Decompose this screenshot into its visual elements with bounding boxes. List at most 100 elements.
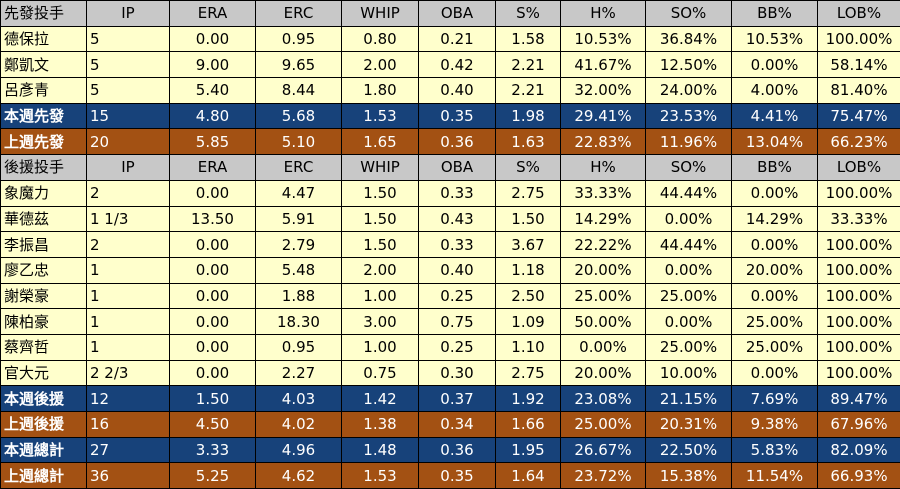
column-header: ERC	[256, 155, 341, 180]
row-label: 上週後援	[1, 412, 86, 437]
stat-cell: 1 1/3	[87, 206, 169, 232]
stat-cell: 9.38%	[732, 412, 817, 437]
row-label: 陳柏豪	[1, 309, 86, 334]
last-week-total-row: 上週後援 16 4.50 4.02 1.38 0.34 1.66 25.00% 20.31% 9.…	[1, 412, 900, 437]
this-week-total-row: 本週總計 27 3.33 4.96 1.48 0.36 1.95 26.67% 22.50% 5.…	[1, 437, 900, 463]
stat-cell: 0.00	[170, 360, 255, 386]
stat-cell: 0.00	[170, 309, 255, 334]
stat-cell: 16	[87, 412, 169, 437]
stat-cell: 5.85	[170, 129, 255, 155]
column-header: OBA	[419, 1, 495, 26]
last-week-total-row: 上週先發 20 5.85 5.10 1.65 0.36 1.63 22.83% 11.96% 13…	[1, 129, 900, 155]
stat-cell: 0.33	[419, 180, 495, 206]
row-label: 呂彥青	[1, 78, 86, 103]
stat-cell: 4.41%	[732, 103, 817, 129]
stat-cell: 4.80	[170, 103, 255, 129]
stat-cell: 66.23%	[818, 129, 900, 155]
stat-cell: 0.80	[342, 26, 418, 52]
column-header: H%	[561, 155, 645, 180]
column-header: BB%	[732, 1, 817, 26]
stat-cell: 0.00	[170, 26, 255, 52]
stat-cell: 3.00	[342, 309, 418, 334]
column-header: S%	[496, 1, 560, 26]
stat-cell: 7.69%	[732, 386, 817, 411]
stat-cell: 12	[87, 386, 169, 411]
stat-cell: 2.50	[496, 283, 560, 309]
stat-cell: 1.50	[342, 206, 418, 232]
stat-cell: 29.41%	[561, 103, 645, 129]
stat-cell: 33.33%	[561, 180, 645, 206]
stat-cell: 1.50	[496, 206, 560, 232]
stat-cell: 1.38	[342, 412, 418, 437]
stat-cell: 20.00%	[732, 257, 817, 283]
stat-cell: 13.04%	[732, 129, 817, 155]
last-week-total-row: 上週總計 36 5.25 4.62 1.53 0.35 1.64 23.72% 15.38% 11…	[1, 463, 900, 489]
row-label: 本週後援	[1, 386, 86, 411]
player-row: 陳柏豪 1 0.00 18.30 3.00 0.75 1.09 50.00% 0.00% 25.0…	[1, 309, 900, 334]
stat-cell: 2.21	[496, 52, 560, 78]
stat-cell: 66.93%	[818, 463, 900, 489]
stat-cell: 1.58	[496, 26, 560, 52]
stat-cell: 100.00%	[818, 26, 900, 52]
row-label: 謝榮豪	[1, 283, 86, 309]
column-header: SO%	[646, 155, 731, 180]
stat-cell: 0.00%	[732, 232, 817, 257]
stat-cell: 0.75	[419, 309, 495, 334]
stat-cell: 14.29%	[561, 206, 645, 232]
stat-cell: 18.30	[256, 309, 341, 334]
stat-cell: 1.00	[342, 334, 418, 360]
this-week-total-row: 本週先發 15 4.80 5.68 1.53 0.35 1.98 29.41% 23.53% 4.…	[1, 103, 900, 129]
stat-cell: 4.02	[256, 412, 341, 437]
stat-cell: 25.00%	[646, 283, 731, 309]
column-header: OBA	[419, 155, 495, 180]
stat-cell: 50.00%	[561, 309, 645, 334]
stat-cell: 23.08%	[561, 386, 645, 411]
stat-cell: 0.00%	[732, 52, 817, 78]
stat-cell: 1	[87, 283, 169, 309]
stat-cell: 1.92	[496, 386, 560, 411]
stat-cell: 2	[87, 180, 169, 206]
column-header: LOB%	[818, 1, 900, 26]
stat-cell: 10.53%	[732, 26, 817, 52]
stat-cell: 5.40	[170, 78, 255, 103]
stat-cell: 0.21	[419, 26, 495, 52]
stat-cell: 0.40	[419, 78, 495, 103]
stat-cell: 0.00%	[561, 334, 645, 360]
stat-cell: 2.21	[496, 78, 560, 103]
stat-cell: 4.62	[256, 463, 341, 489]
column-header: 後援投手	[1, 155, 86, 180]
row-label: 象魔力	[1, 180, 86, 206]
stat-cell: 82.09%	[818, 437, 900, 463]
stat-cell: 5.48	[256, 257, 341, 283]
row-label: 本週總計	[1, 437, 86, 463]
stat-cell: 4.96	[256, 437, 341, 463]
stat-cell: 1.64	[496, 463, 560, 489]
stat-cell: 89.47%	[818, 386, 900, 411]
stat-cell: 14.29%	[732, 206, 817, 232]
stat-cell: 20	[87, 129, 169, 155]
stat-cell: 0.25	[419, 334, 495, 360]
column-header: H%	[561, 1, 645, 26]
column-header: LOB%	[818, 155, 900, 180]
stat-cell: 1.53	[342, 103, 418, 129]
stat-cell: 25.00%	[646, 334, 731, 360]
stat-cell: 33.33%	[818, 206, 900, 232]
stat-cell: 1.18	[496, 257, 560, 283]
stat-cell: 25.00%	[561, 283, 645, 309]
stat-cell: 2.79	[256, 232, 341, 257]
row-label: 上週總計	[1, 463, 86, 489]
stat-cell: 22.50%	[646, 437, 731, 463]
stat-cell: 3.67	[496, 232, 560, 257]
stat-cell: 1.98	[496, 103, 560, 129]
column-header: ERA	[170, 155, 255, 180]
stat-cell: 1.50	[170, 386, 255, 411]
stat-cell: 0.00%	[646, 206, 731, 232]
stat-cell: 67.96%	[818, 412, 900, 437]
stat-cell: 5	[87, 52, 169, 78]
stat-cell: 25.00%	[561, 412, 645, 437]
stat-cell: 27	[87, 437, 169, 463]
row-label: 鄭凱文	[1, 52, 86, 78]
row-label: 廖乙忠	[1, 257, 86, 283]
stat-cell: 100.00%	[818, 283, 900, 309]
